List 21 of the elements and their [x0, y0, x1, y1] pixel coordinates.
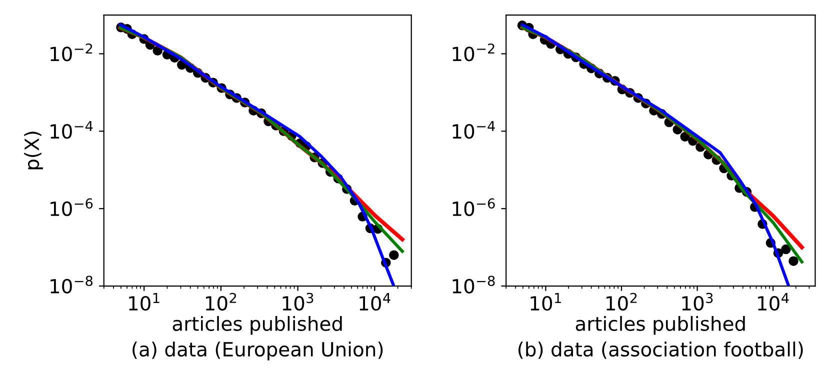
x-tick-label: 10$^{1}$ [530, 293, 561, 311]
x-tick-label: 10$^{1}$ [129, 293, 160, 311]
x-tick-label: 10$^{3}$ [282, 292, 314, 311]
y-tick-label: 10$^{−4}$ [50, 121, 93, 139]
y-axis-title: p(X) [24, 132, 43, 170]
y-tick-label: 10$^{−2}$ [452, 43, 494, 62]
y-tick-label: 10$^{−6}$ [452, 198, 495, 216]
text: (a) data (European Union) [132, 342, 383, 360]
x-axis-title: articles published [576, 316, 745, 335]
y-tick-label: 10$^{−2}$ [50, 43, 92, 62]
text: (b) data (association football) [518, 342, 803, 359]
x-tick-label: 10$^{2}$ [606, 292, 637, 311]
y-tick-label: 10$^{−6}$ [50, 198, 93, 216]
y-tick-label: 10$^{−8}$ [50, 276, 93, 294]
y-tick-label: 10$^{−8}$ [452, 276, 495, 294]
x-axis-title: articles published [172, 316, 342, 335]
x-tick-label: 10$^{2}$ [206, 292, 236, 311]
y-tick-label: 10$^{−4}$ [452, 121, 495, 139]
x-tick-label: 10$^{4}$ [758, 293, 789, 311]
x-tick-label: 10$^{4}$ [360, 293, 390, 311]
x-tick-label: 10$^{3}$ [682, 292, 713, 311]
